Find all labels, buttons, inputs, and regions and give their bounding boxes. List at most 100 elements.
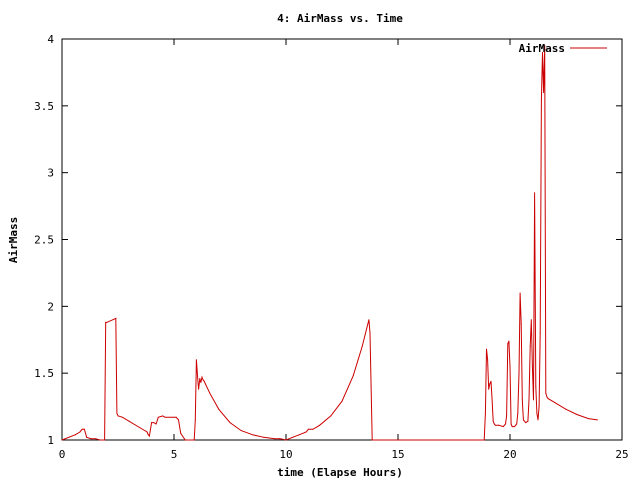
data-point xyxy=(544,45,546,47)
x-tick-label: 0 xyxy=(59,448,66,461)
data-point xyxy=(514,426,515,428)
data-point xyxy=(505,423,506,425)
data-point xyxy=(522,419,524,421)
data-point xyxy=(538,406,540,408)
data-point xyxy=(536,412,538,414)
data-point xyxy=(218,408,220,410)
x-axis-label: time (Elapse Hours) xyxy=(277,466,403,479)
data-point xyxy=(596,419,598,421)
data-point xyxy=(197,375,198,377)
data-point xyxy=(122,416,123,418)
data-point xyxy=(251,434,253,436)
x-tick-label: 20 xyxy=(503,448,516,461)
data-point xyxy=(285,439,287,441)
y-axis-label: AirMass xyxy=(7,217,20,263)
y-tick-label: 1 xyxy=(47,434,54,447)
data-point xyxy=(554,402,556,404)
data-point xyxy=(506,415,508,417)
data-point xyxy=(330,415,332,417)
data-point xyxy=(535,386,537,387)
data-point xyxy=(486,348,487,350)
data-point xyxy=(565,408,567,410)
data-point xyxy=(200,382,202,383)
data-point xyxy=(487,359,489,361)
data-point xyxy=(186,439,188,441)
data-point xyxy=(201,376,203,378)
data-point xyxy=(151,422,153,424)
data-point xyxy=(478,439,480,441)
data-point xyxy=(105,321,107,323)
data-point xyxy=(517,412,519,414)
data-point xyxy=(576,414,578,416)
data-point xyxy=(189,439,191,441)
data-point xyxy=(199,378,201,379)
data-point xyxy=(488,388,490,390)
y-tick-label: 3.5 xyxy=(34,100,54,113)
data-point xyxy=(307,428,309,430)
data-point xyxy=(278,438,280,440)
data-point xyxy=(147,434,149,436)
x-axis-ticks: 0 5 10 15 20 25 xyxy=(59,39,629,461)
data-point xyxy=(178,419,179,421)
legend-label-airmass: AirMass xyxy=(519,42,565,55)
data-point xyxy=(305,431,307,433)
data-point xyxy=(279,438,281,440)
data-point xyxy=(194,419,196,421)
data-point xyxy=(116,412,118,414)
data-point xyxy=(148,435,150,437)
data-point xyxy=(95,438,97,440)
data-point xyxy=(298,434,300,436)
data-point xyxy=(494,424,496,426)
data-point xyxy=(106,321,108,323)
plot-area-frame xyxy=(61,38,623,441)
data-point xyxy=(492,420,494,422)
data-point xyxy=(543,92,545,93)
data-point xyxy=(397,439,399,441)
data-point xyxy=(162,415,164,417)
data-point xyxy=(482,439,484,441)
data-point xyxy=(510,423,512,425)
data-point xyxy=(204,383,206,385)
data-point xyxy=(193,439,195,441)
data-point xyxy=(90,438,92,440)
data-point xyxy=(518,372,520,374)
data-point xyxy=(508,340,510,342)
data-point xyxy=(386,439,388,441)
data-point xyxy=(157,416,159,418)
data-point xyxy=(115,317,117,319)
data-point xyxy=(61,439,63,441)
data-point xyxy=(511,426,513,428)
data-point xyxy=(542,51,543,53)
x-tick-label: 10 xyxy=(279,448,292,461)
data-point xyxy=(74,434,76,436)
data-point xyxy=(528,399,530,401)
data-point xyxy=(534,192,536,194)
data-point xyxy=(507,343,509,345)
data-point xyxy=(464,439,466,441)
data-point xyxy=(369,332,371,334)
data-point xyxy=(529,345,531,347)
data-point xyxy=(153,422,155,424)
data-point xyxy=(263,436,265,438)
data-point xyxy=(155,423,157,425)
x-tick-label: 15 xyxy=(391,448,404,461)
data-point xyxy=(292,436,294,438)
data-point xyxy=(546,396,548,398)
data-point xyxy=(493,423,495,425)
data-point xyxy=(419,439,421,441)
data-point xyxy=(86,436,88,438)
y-tick-label: 1.5 xyxy=(34,367,54,380)
data-point xyxy=(484,412,486,414)
data-point xyxy=(498,424,500,426)
x-tick-label: 25 xyxy=(615,448,628,461)
data-point xyxy=(104,439,106,441)
data-point xyxy=(509,366,511,367)
data-point xyxy=(525,422,527,424)
y-tick-label: 2 xyxy=(47,300,54,313)
data-point xyxy=(371,439,373,441)
data-point xyxy=(203,380,205,382)
data-point xyxy=(180,432,182,434)
data-point xyxy=(81,428,83,430)
data-point xyxy=(368,319,370,321)
